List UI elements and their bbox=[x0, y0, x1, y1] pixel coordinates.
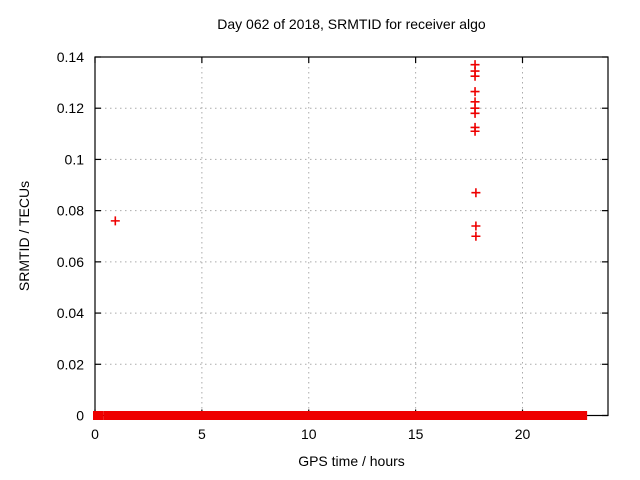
baseline-segment bbox=[391, 411, 475, 420]
baseline-segment bbox=[498, 411, 521, 420]
y-tick-label: 0.14 bbox=[57, 49, 84, 65]
y-tick-label: 0.06 bbox=[57, 254, 84, 270]
x-tick-label: 0 bbox=[91, 426, 99, 442]
data-point-marker bbox=[471, 221, 481, 231]
baseline-segment bbox=[230, 411, 240, 420]
baseline-segment bbox=[252, 411, 309, 420]
y-tick-label: 0 bbox=[76, 408, 84, 424]
baseline-segment bbox=[93, 411, 104, 420]
data-point-marker bbox=[470, 126, 480, 136]
x-tick-label: 15 bbox=[408, 426, 424, 442]
baseline-segment bbox=[245, 411, 254, 420]
baseline-segment bbox=[518, 411, 526, 420]
x-tick-label: 20 bbox=[515, 426, 531, 442]
data-point-marker bbox=[471, 231, 481, 241]
data-point-marker bbox=[470, 87, 480, 97]
baseline-segment bbox=[219, 411, 233, 420]
baseline-segment bbox=[385, 411, 393, 420]
baseline-segment bbox=[522, 411, 568, 420]
data-point-marker bbox=[470, 71, 480, 81]
x-axis-title: GPS time / hours bbox=[298, 453, 405, 469]
data-point-marker bbox=[110, 216, 120, 226]
baseline-segment bbox=[567, 411, 588, 420]
data-point-marker bbox=[471, 188, 481, 198]
baseline-segment bbox=[326, 411, 383, 420]
baseline-segment bbox=[473, 411, 491, 420]
y-tick-label: 0.12 bbox=[57, 100, 84, 116]
data-point-marker bbox=[470, 108, 480, 118]
x-tick-label: 5 bbox=[198, 426, 206, 442]
baseline-segment bbox=[238, 411, 248, 420]
y-tick-label: 0.02 bbox=[57, 356, 84, 372]
baseline-segment bbox=[380, 411, 388, 420]
baseline-segment bbox=[490, 411, 501, 420]
baseline-segment bbox=[306, 411, 328, 420]
baseline-segment bbox=[103, 411, 221, 420]
y-tick-label: 0.1 bbox=[65, 151, 85, 167]
x-tick-label: 10 bbox=[301, 426, 317, 442]
y-tick-label: 0.08 bbox=[57, 203, 84, 219]
y-tick-label: 0.04 bbox=[57, 305, 84, 321]
plot-border bbox=[94, 56, 609, 417]
chart-title: Day 062 of 2018, SRMTID for receiver alg… bbox=[217, 16, 486, 32]
